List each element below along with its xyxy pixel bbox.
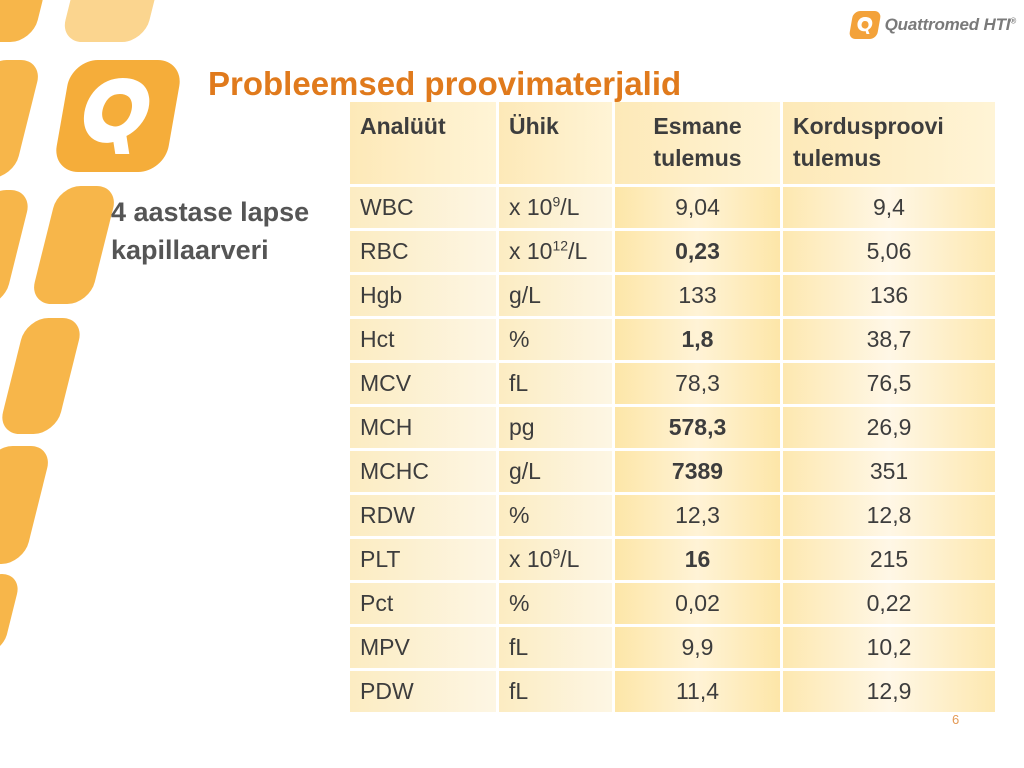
cell-analyte: WBC [350, 187, 496, 228]
table-row: RBC x 1012/L 0,23 5,06 [350, 231, 995, 272]
table-row: PLT x 109/L 16 215 [350, 539, 995, 580]
cell-first-result: 133 [615, 275, 780, 316]
decorative-tile [0, 318, 85, 434]
cell-first-result: 0,23 [615, 231, 780, 272]
cell-repeat-result: 215 [783, 539, 995, 580]
cell-repeat-result: 12,9 [783, 671, 995, 712]
header-analyte: Analüüt [350, 102, 496, 184]
cell-analyte: MCV [350, 363, 496, 404]
brand-logo: Quattromed HTI® [848, 8, 1017, 42]
logo-q-icon [848, 11, 882, 39]
cell-first-result: 9,9 [615, 627, 780, 668]
cell-repeat-result: 136 [783, 275, 995, 316]
cell-analyte: MCH [350, 407, 496, 448]
cell-unit: x 1012/L [499, 231, 612, 272]
results-table: Analüüt Ühik Esmane tulemus Kordusproovi… [347, 99, 998, 715]
cell-unit: x 109/L [499, 539, 612, 580]
header-repeat-result: Kordusproovi tulemus [783, 102, 995, 184]
table-row: Pct% 0,02 0,22 [350, 583, 995, 624]
table-row: MCV fL 78,3 76,5 [350, 363, 995, 404]
cell-unit: fL [499, 363, 612, 404]
logo-text: Quattromed HTI® [884, 15, 1017, 34]
cell-unit: pg [499, 407, 612, 448]
cell-first-result: 578,3 [615, 407, 780, 448]
cell-unit: g/L [499, 451, 612, 492]
cell-analyte: Pct [350, 583, 496, 624]
page-number: 6 [952, 712, 960, 727]
decorative-tile [0, 0, 48, 42]
table-body: WBC x 109/L 9,04 9,4 RBC x 1012/L 0,23 5,06 Hgb g… [350, 187, 995, 712]
cell-repeat-result: 12,8 [783, 495, 995, 536]
decorative-tile [0, 60, 43, 178]
decorative-tile [60, 0, 160, 42]
cell-first-result: 7389 [615, 451, 780, 492]
cell-analyte: PLT [350, 539, 496, 580]
table-row: MCH pg 578,3 26,9 [350, 407, 995, 448]
cell-analyte: MCHC [350, 451, 496, 492]
cell-repeat-result: 76,5 [783, 363, 995, 404]
cell-analyte: MPV [350, 627, 496, 668]
cell-repeat-result: 38,7 [783, 319, 995, 360]
cell-first-result: 78,3 [615, 363, 780, 404]
cell-unit: fL [499, 671, 612, 712]
cell-repeat-result: 351 [783, 451, 995, 492]
table-row: WBC x 109/L 9,04 9,4 [350, 187, 995, 228]
decorative-tile [0, 446, 53, 564]
table-row: PDW fL 11,4 12,9 [350, 671, 995, 712]
cell-first-result: 9,04 [615, 187, 780, 228]
cell-first-result: 12,3 [615, 495, 780, 536]
cell-repeat-result: 9,4 [783, 187, 995, 228]
decorative-tile [0, 190, 33, 306]
header-unit: Ühik [499, 102, 612, 184]
cell-first-result: 1,8 [615, 319, 780, 360]
slide-subtitle: 4 aastase lapse kapillaarveri [111, 197, 310, 265]
cell-analyte: RBC [350, 231, 496, 272]
cell-repeat-result: 10,2 [783, 627, 995, 668]
cell-first-result: 0,02 [615, 583, 780, 624]
cell-repeat-result: 5,06 [783, 231, 995, 272]
cell-first-result: 11,4 [615, 671, 780, 712]
cell-first-result: 16 [615, 539, 780, 580]
table-row: Hct% 1,8 38,7 [350, 319, 995, 360]
header-first-result: Esmane tulemus [615, 102, 780, 184]
cell-unit: % [499, 583, 612, 624]
table-row: RDW% 12,3 12,8 [350, 495, 995, 536]
brand-q-icon [52, 60, 184, 172]
cell-unit: % [499, 495, 612, 536]
cell-unit: fL [499, 627, 612, 668]
slide-title: Probleemsed proovimaterjalid [208, 65, 682, 102]
cell-repeat-result: 26,9 [783, 407, 995, 448]
table-row: MPV fL 9,9 10,2 [350, 627, 995, 668]
cell-analyte: PDW [350, 671, 496, 712]
cell-repeat-result: 0,22 [783, 583, 995, 624]
table-header-row: Analüüt Ühik Esmane tulemus Kordusproovi… [350, 102, 995, 184]
table-row: Hgb g/L 133 136 [350, 275, 995, 316]
cell-analyte: Hgb [350, 275, 496, 316]
decorative-tile [0, 574, 22, 654]
decorative-tile [29, 186, 119, 304]
cell-unit: x 109/L [499, 187, 612, 228]
cell-analyte: RDW [350, 495, 496, 536]
cell-unit: % [499, 319, 612, 360]
cell-unit: g/L [499, 275, 612, 316]
table-row: MCHC g/L 7389 351 [350, 451, 995, 492]
cell-analyte: Hct [350, 319, 496, 360]
